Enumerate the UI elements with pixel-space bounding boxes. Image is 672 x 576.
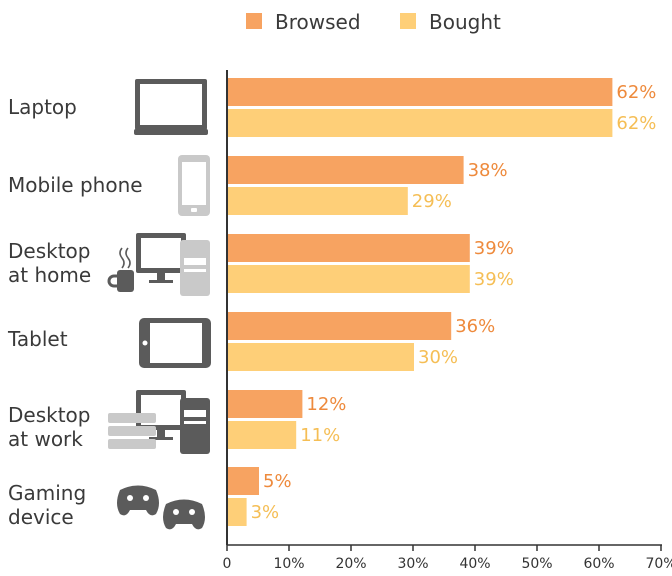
bar-browsed-2: [228, 234, 470, 262]
category-label-laptop: Laptop: [8, 95, 77, 119]
value-label-bought-2: 39%: [474, 269, 514, 290]
bar-browsed-0: [228, 78, 613, 106]
value-label-browsed-5: 5%: [263, 471, 292, 492]
category-label-gaming-line2: device: [8, 505, 74, 529]
value-label-bought-4: 11%: [300, 425, 340, 446]
value-label-browsed-4: 12%: [306, 394, 346, 415]
bar-bought-1: [228, 187, 408, 215]
mobile-phone-icon: [178, 155, 210, 216]
x-tick-label-2: 20%: [335, 556, 366, 572]
value-label-bought-5: 3%: [251, 502, 280, 523]
value-label-bought-0: 62%: [616, 113, 656, 134]
value-label-browsed-3: 36%: [455, 316, 495, 337]
legend-label-browsed: Browsed: [275, 10, 361, 34]
x-tick-label-4: 40%: [459, 556, 490, 572]
gaming-device-icon: [117, 485, 205, 530]
bars: [228, 78, 613, 526]
legend-swatch-browsed: [246, 13, 262, 29]
x-tick-label-3: 30%: [397, 556, 428, 572]
bar-bought-2: [228, 265, 470, 293]
bar-bought-3: [228, 343, 414, 371]
x-tick-label-0: 0: [223, 556, 232, 572]
category-label-desktop-work-line2: at work: [8, 427, 83, 451]
value-label-browsed-2: 39%: [474, 238, 514, 259]
tablet-icon: [139, 318, 211, 368]
bar-browsed-1: [228, 156, 464, 184]
category-label-tablet: Tablet: [7, 327, 68, 351]
category-label-mobile-phone: Mobile phone: [8, 173, 143, 197]
legend-label-bought: Bought: [429, 10, 501, 34]
laptop-icon: [134, 79, 208, 135]
value-label-browsed-1: 38%: [468, 160, 508, 181]
value-labels: 62% 38% 39% 36% 12% 5% 62% 29% 39% 30% 11% 3%: [251, 82, 657, 523]
category-labels: Laptop Mobile phone Desktop at home Tabl…: [7, 95, 143, 529]
category-label-desktop-home-line1: Desktop: [8, 239, 90, 263]
bar-bought-4: [228, 421, 297, 449]
value-label-bought-3: 30%: [418, 347, 458, 368]
legend-swatch-bought: [400, 13, 416, 29]
value-label-browsed-0: 62%: [616, 82, 656, 103]
x-tick-label-6: 60%: [583, 556, 614, 572]
bar-browsed-4: [228, 390, 303, 418]
category-label-gaming-line1: Gaming: [8, 481, 86, 505]
x-tick-label-7: 70%: [645, 556, 672, 572]
desktop-at-work-icon: [108, 390, 210, 454]
bar-browsed-5: [228, 467, 259, 495]
category-label-desktop-work-line1: Desktop: [8, 403, 90, 427]
x-tick-label-5: 50%: [521, 556, 552, 572]
desktop-at-home-icon: [107, 233, 210, 296]
bar-bought-0: [228, 109, 613, 137]
value-label-bought-1: 29%: [412, 191, 452, 212]
x-tick-label-1: 10%: [273, 556, 304, 572]
bar-browsed-3: [228, 312, 452, 340]
bar-bought-5: [228, 498, 247, 526]
category-label-desktop-home-line2: at home: [8, 263, 91, 287]
x-axis-ticks: 0 10% 20% 30% 40% 50% 60% 70%: [223, 545, 672, 572]
legend: Browsed Bought: [246, 10, 501, 34]
